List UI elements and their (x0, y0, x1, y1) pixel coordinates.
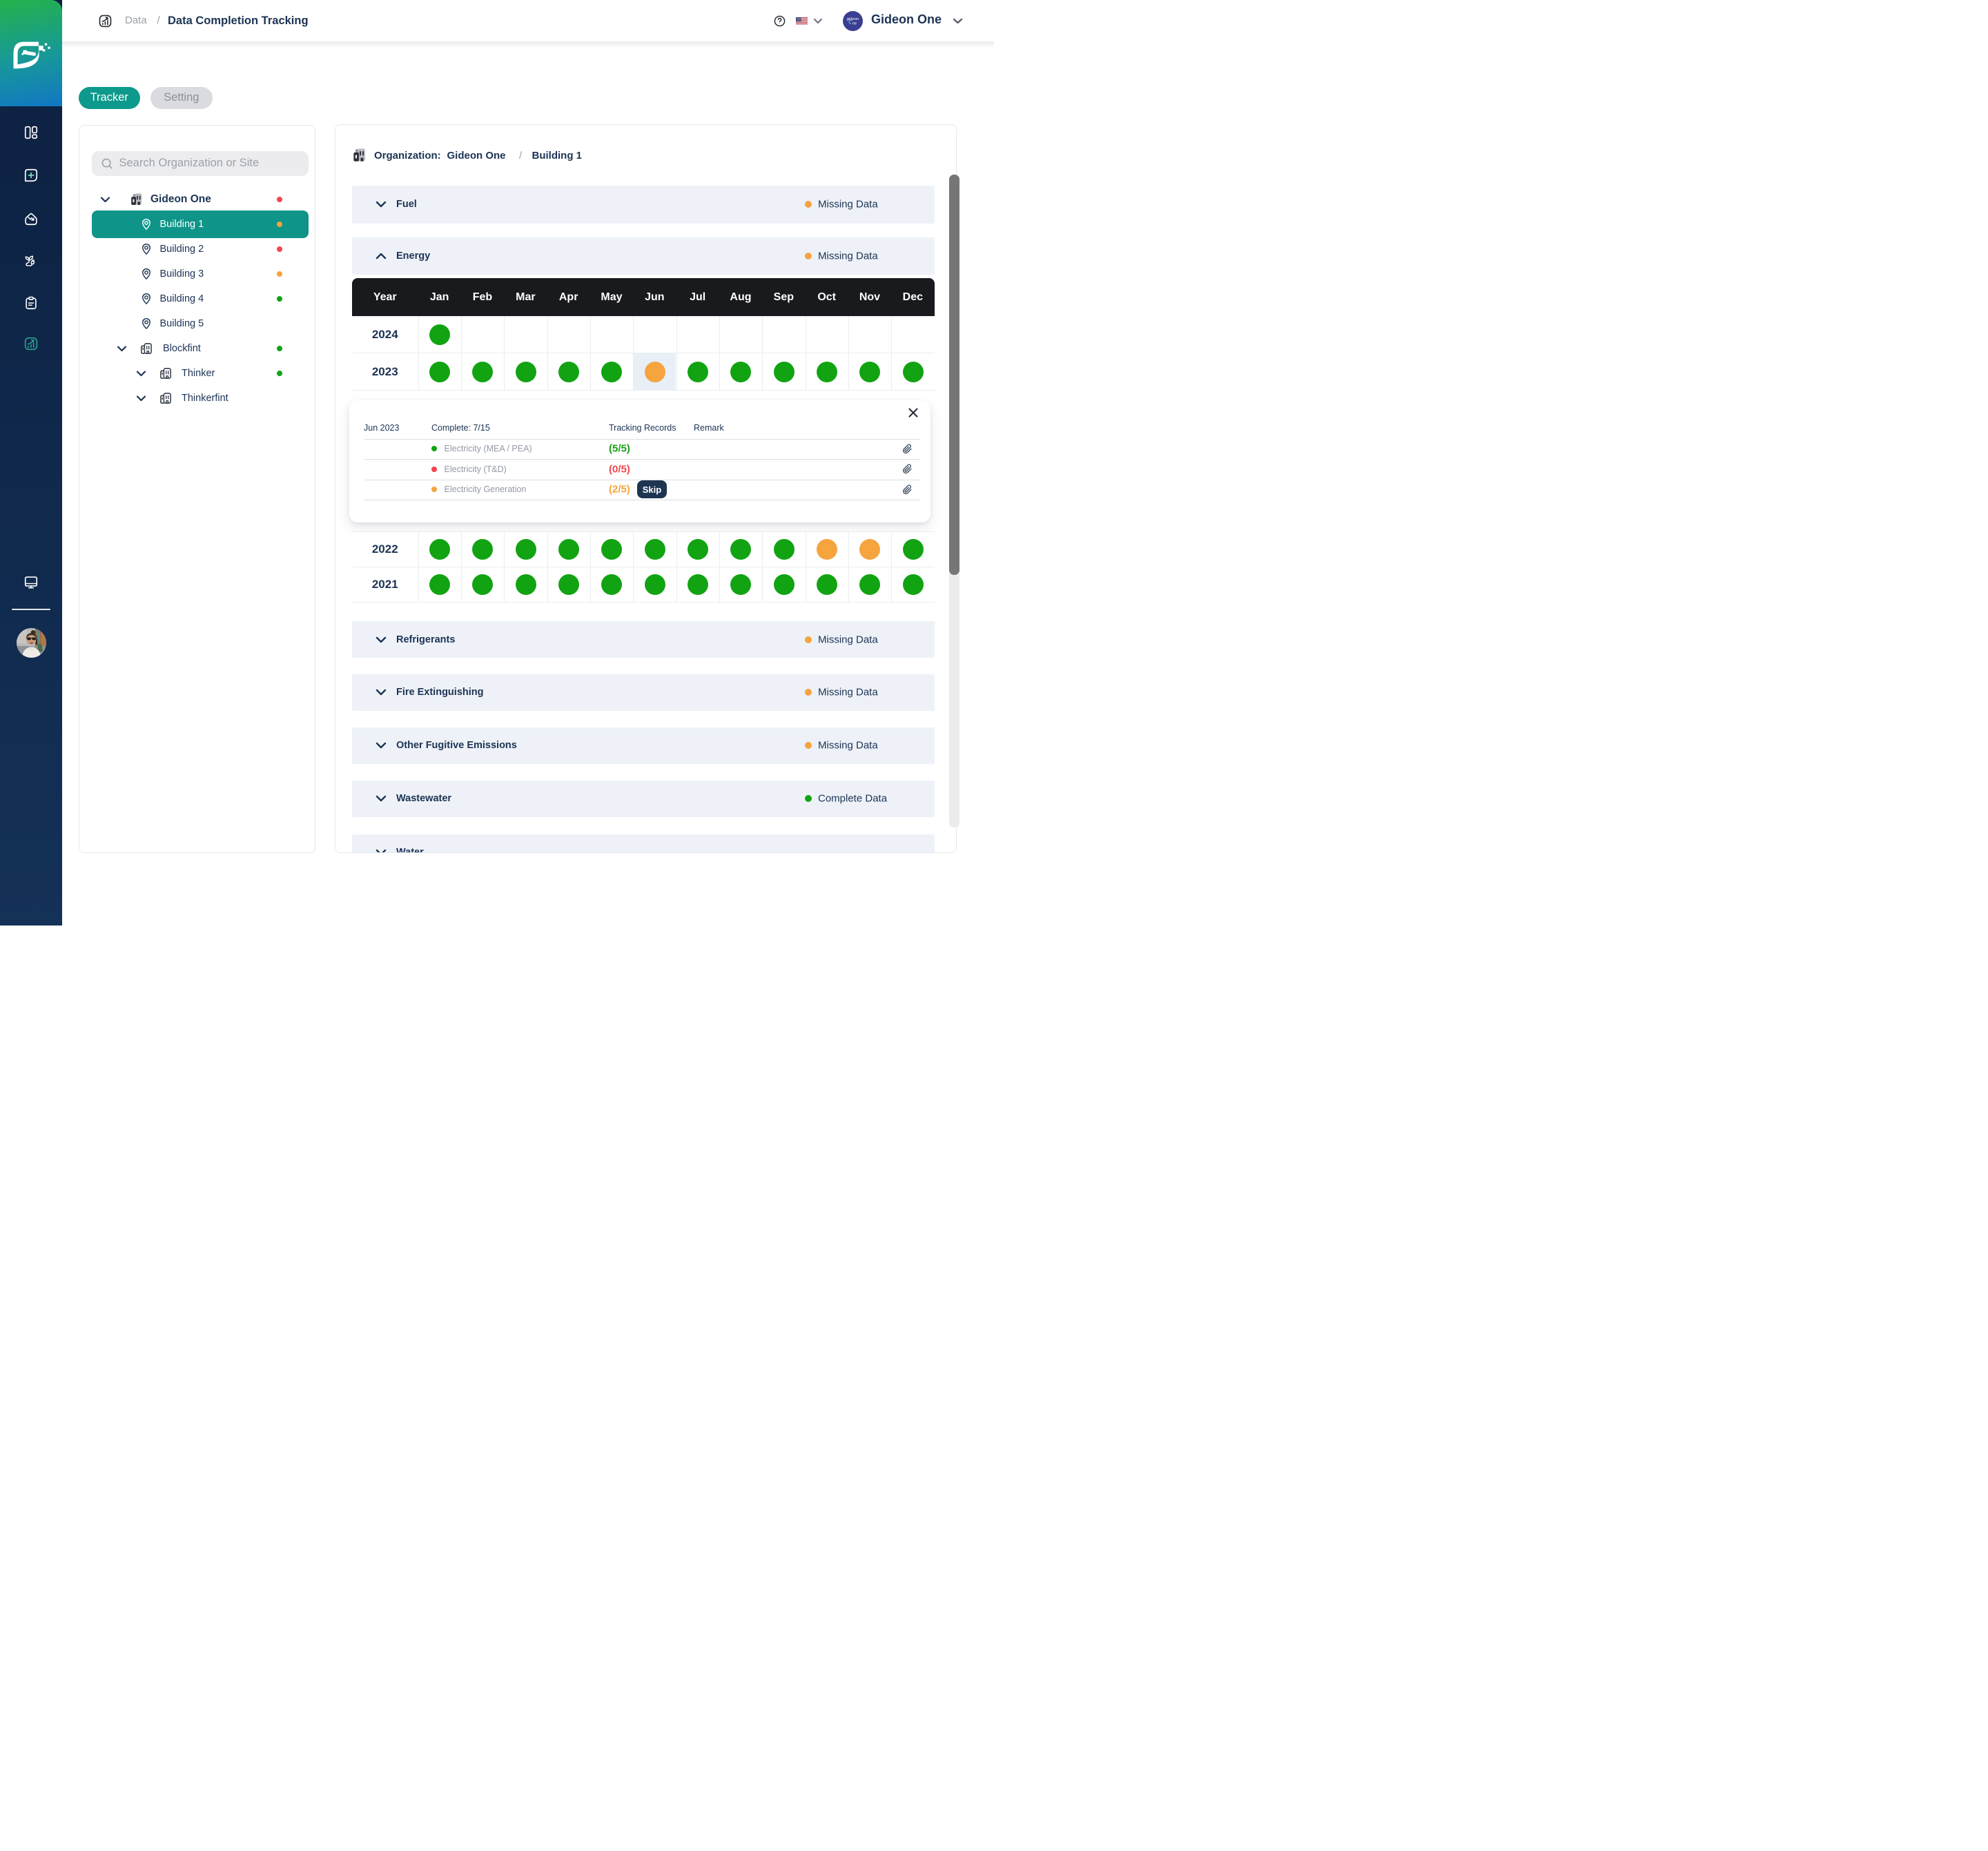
svg-text:ne: ne (852, 22, 857, 26)
svg-text:gideon: gideon (847, 17, 859, 21)
